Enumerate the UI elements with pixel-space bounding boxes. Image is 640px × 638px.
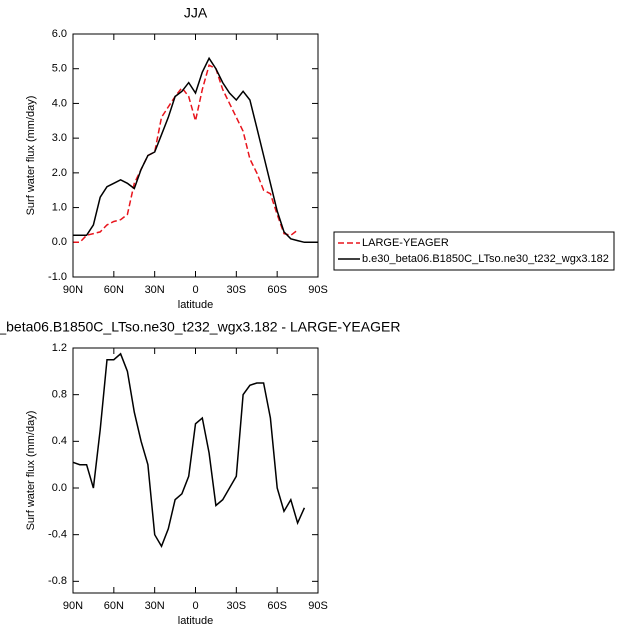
data-line — [73, 56, 318, 244]
legend-box — [333, 231, 615, 271]
y-tick-label: 0.4 — [52, 435, 67, 447]
y-tick-label: 6.0 — [52, 28, 67, 40]
x-tick-label: 90S — [308, 284, 328, 296]
x-tick-label: 0 — [192, 284, 198, 296]
x-tick-label: 90N — [63, 284, 83, 296]
plot-frame — [72, 33, 319, 278]
legend-label: b.e30_beta06.B1850C_LTso.ne30_t232_wgx3.… — [362, 253, 609, 265]
data-line — [73, 64, 299, 244]
x-tick-label: 30S — [227, 284, 247, 296]
y-tick-label: -0.8 — [48, 575, 67, 587]
y-tick-label: 1.2 — [52, 342, 67, 354]
x-tick-label: 0 — [192, 600, 198, 612]
x-tick-label: 60S — [267, 284, 287, 296]
x-tick-label: 60N — [104, 600, 124, 612]
chart-title: JJA — [184, 5, 208, 21]
x-tick-label: 60S — [267, 600, 287, 612]
x-tick-label: 30S — [227, 600, 247, 612]
x-axis-label: latitude — [178, 615, 213, 627]
data-line — [72, 352, 306, 549]
legend-label: LARGE-YEAGER — [362, 237, 449, 249]
y-axis-label: Surf water flux (mm/day) — [25, 96, 37, 216]
x-axis-label: latitude — [178, 299, 213, 311]
y-tick-label: 5.0 — [52, 63, 67, 75]
x-tick-label: 30N — [145, 600, 165, 612]
y-tick-label: 2.0 — [52, 167, 67, 179]
y-tick-label: 1.0 — [52, 201, 67, 213]
chart-title: 0_beta06.B1850C_LTso.ne30_t232_wgx3.182 … — [0, 319, 400, 335]
x-tick-label: 60N — [104, 284, 124, 296]
x-tick-label: 90S — [308, 600, 328, 612]
y-tick-label: 0.0 — [52, 482, 67, 494]
y-tick-label: 0.0 — [52, 236, 67, 248]
x-tick-label: 30N — [145, 284, 165, 296]
y-tick-label: -1.0 — [48, 271, 67, 283]
y-tick-label: -0.4 — [48, 529, 67, 541]
y-tick-label: 0.8 — [52, 389, 67, 401]
plot-frame — [72, 347, 319, 594]
y-tick-label: 3.0 — [52, 132, 67, 144]
y-tick-label: 4.0 — [52, 97, 67, 109]
y-axis-label: Surf water flux (mm/day) — [25, 411, 37, 531]
x-tick-label: 90N — [63, 600, 83, 612]
